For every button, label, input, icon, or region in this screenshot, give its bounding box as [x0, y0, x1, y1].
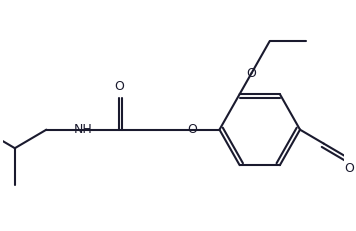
Text: O: O	[187, 123, 197, 136]
Text: O: O	[246, 67, 256, 80]
Text: O: O	[344, 162, 354, 175]
Text: NH: NH	[73, 123, 92, 136]
Text: O: O	[114, 80, 124, 93]
